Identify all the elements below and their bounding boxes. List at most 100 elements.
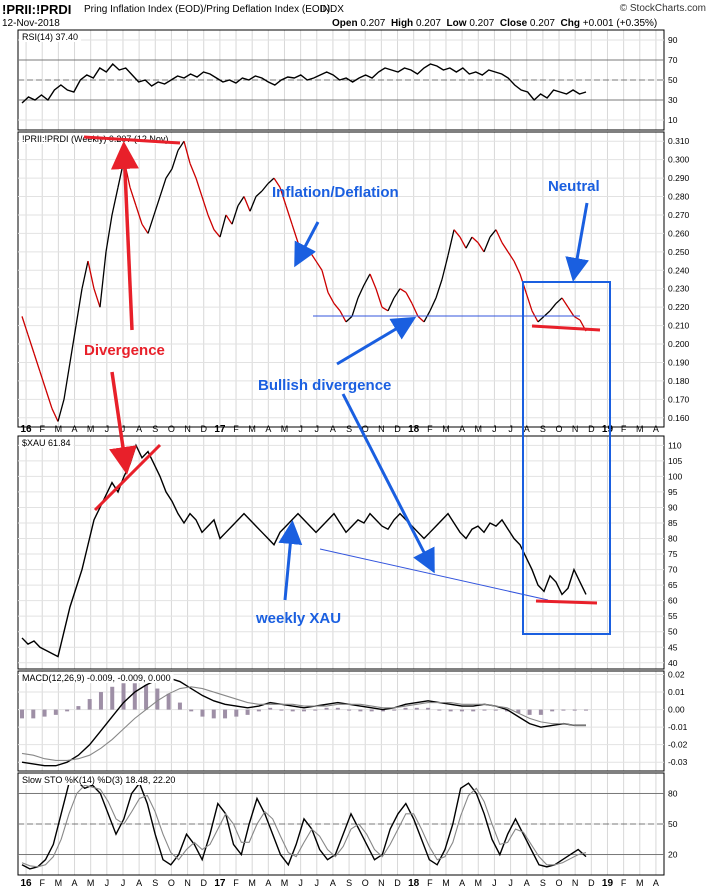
price-segment — [315, 260, 323, 271]
y-tick-label: 20 — [668, 850, 678, 860]
macd-histogram-bar — [256, 709, 261, 712]
price-segment — [573, 315, 581, 321]
panel-title: $XAU 61.84 — [22, 438, 71, 448]
macd-histogram-bar — [516, 709, 521, 714]
y-tick-label: 110 — [668, 440, 682, 450]
macd-histogram-bar — [493, 709, 498, 711]
y-tick-label: 50 — [668, 627, 678, 637]
high-label: High — [390, 18, 414, 29]
price-segment — [483, 236, 491, 253]
x-tick-label-mid: A — [524, 424, 530, 434]
price-segment — [453, 229, 461, 238]
x-tick-label-mid: F — [427, 424, 433, 434]
price-segment — [153, 196, 161, 216]
y-tick-label: 0.160 — [668, 413, 690, 423]
x-tick-label-bottom: J — [508, 878, 513, 888]
x-tick-label-bottom: M — [248, 878, 256, 888]
price-segment — [327, 292, 335, 304]
divergence-line-xau — [319, 548, 549, 601]
red-line-xau-peak — [93, 443, 162, 512]
x-tick-label-mid: A — [265, 424, 271, 434]
panel-3: -0.03 -0.02 -0.01 0.00 0.01 0.02 MACD(12,26,9)… — [17, 670, 688, 772]
macd-histogram-bar — [459, 709, 464, 712]
y-tick-label: 0.170 — [668, 394, 690, 404]
y-tick-label: 0.190 — [668, 357, 690, 367]
x-tick-label-mid: N — [184, 424, 191, 434]
x-tick-label-bottom: O — [556, 878, 563, 888]
red-line-top-ratio — [83, 135, 181, 145]
macd-histogram-bar — [426, 707, 431, 710]
x-tick-label-bottom: M — [281, 878, 289, 888]
panel-4: 20 50 80 Slow STO %K(14) %D(3) 18.48, 22.20 — [17, 772, 678, 876]
x-tick-label-bottom: F — [233, 878, 239, 888]
x-tick-label-mid: 16 — [21, 424, 33, 435]
price-segment — [429, 297, 437, 312]
x-tick-label-bottom: M — [442, 878, 450, 888]
arrow-neutral — [565, 202, 589, 282]
label-inflation-deflation: Inflation/Deflation — [272, 184, 399, 201]
open-label: Open — [332, 18, 358, 29]
macd-histogram-bar — [403, 707, 408, 710]
price-segment — [165, 168, 173, 179]
x-tick-label-bottom: A — [265, 878, 271, 888]
price-segment — [537, 315, 545, 323]
y-tick-label: 90 — [668, 502, 678, 512]
price-segment — [177, 140, 185, 151]
brand-logo: © StockCharts.com — [619, 3, 706, 14]
y-tick-label: 90 — [668, 35, 678, 45]
price-segment — [447, 229, 455, 256]
x-tick-label-bottom: M — [636, 878, 644, 888]
price-segment — [405, 292, 413, 304]
panel-title: MACD(12,26,9) -0.009, -0.009, 0.000 — [22, 673, 171, 683]
macd-histogram-bar — [87, 699, 92, 710]
x-tick-label-bottom: S — [152, 878, 158, 888]
x-tick-label-mid: M — [442, 424, 450, 434]
x-tick-label-mid: M — [248, 424, 256, 434]
panel-frame — [17, 435, 665, 670]
price-segment — [435, 279, 443, 299]
x-tick-label-bottom: J — [492, 878, 497, 888]
y-tick-label: 0.210 — [668, 321, 690, 331]
arrow-bullish-divergence-down — [341, 393, 435, 574]
macd-histogram-bar — [31, 709, 36, 719]
x-tick-label-mid: D — [588, 424, 595, 434]
chart-name: Pring Inflation Index (EOD)/Pring Deflat… — [84, 4, 331, 15]
x-tick-label-bottom: 16 — [21, 878, 33, 888]
price-segment — [75, 288, 83, 326]
macd-histogram-bar — [414, 707, 419, 710]
series-line-0 — [21, 62, 587, 104]
price-segment — [555, 297, 563, 304]
price-segment — [567, 306, 575, 317]
price-segment — [135, 205, 143, 225]
x-tick-label-bottom: D — [200, 878, 207, 888]
macd-histogram-bar — [437, 709, 442, 711]
macd-histogram-bar — [65, 709, 70, 712]
price-segment — [225, 214, 233, 225]
y-tick-label: 0.200 — [668, 339, 690, 349]
y-tick-label: 0.240 — [668, 265, 690, 275]
price-segment — [369, 273, 377, 289]
price-segment — [69, 325, 77, 363]
panel-2: 40 45 50 55 60 65 70 75 80 85 90 95 100 105 110 $XAU 61… — [17, 435, 682, 670]
y-tick-label: 0.290 — [668, 173, 690, 183]
x-tick-label-mid: D — [394, 424, 401, 434]
price-segment — [57, 399, 65, 422]
macd-histogram-bar — [268, 707, 273, 710]
red-line-xau-low — [535, 599, 598, 605]
price-segment — [459, 236, 467, 249]
x-tick-label-mid: J — [492, 424, 497, 434]
x-tick-label-mid: M — [281, 424, 289, 434]
neutral-box — [522, 281, 611, 635]
price-segment — [501, 242, 509, 253]
y-tick-label: 40 — [668, 658, 678, 668]
price-segment — [21, 316, 29, 336]
price-segment — [93, 288, 101, 308]
price-segment — [381, 306, 389, 312]
macd-histogram-bar — [302, 709, 306, 712]
price-segment — [33, 353, 41, 372]
price-segment — [471, 236, 479, 244]
x-tick-label-mid: 19 — [602, 424, 614, 435]
x-tick-label-mid: D — [200, 424, 207, 434]
macd-histogram-bar — [335, 707, 340, 710]
